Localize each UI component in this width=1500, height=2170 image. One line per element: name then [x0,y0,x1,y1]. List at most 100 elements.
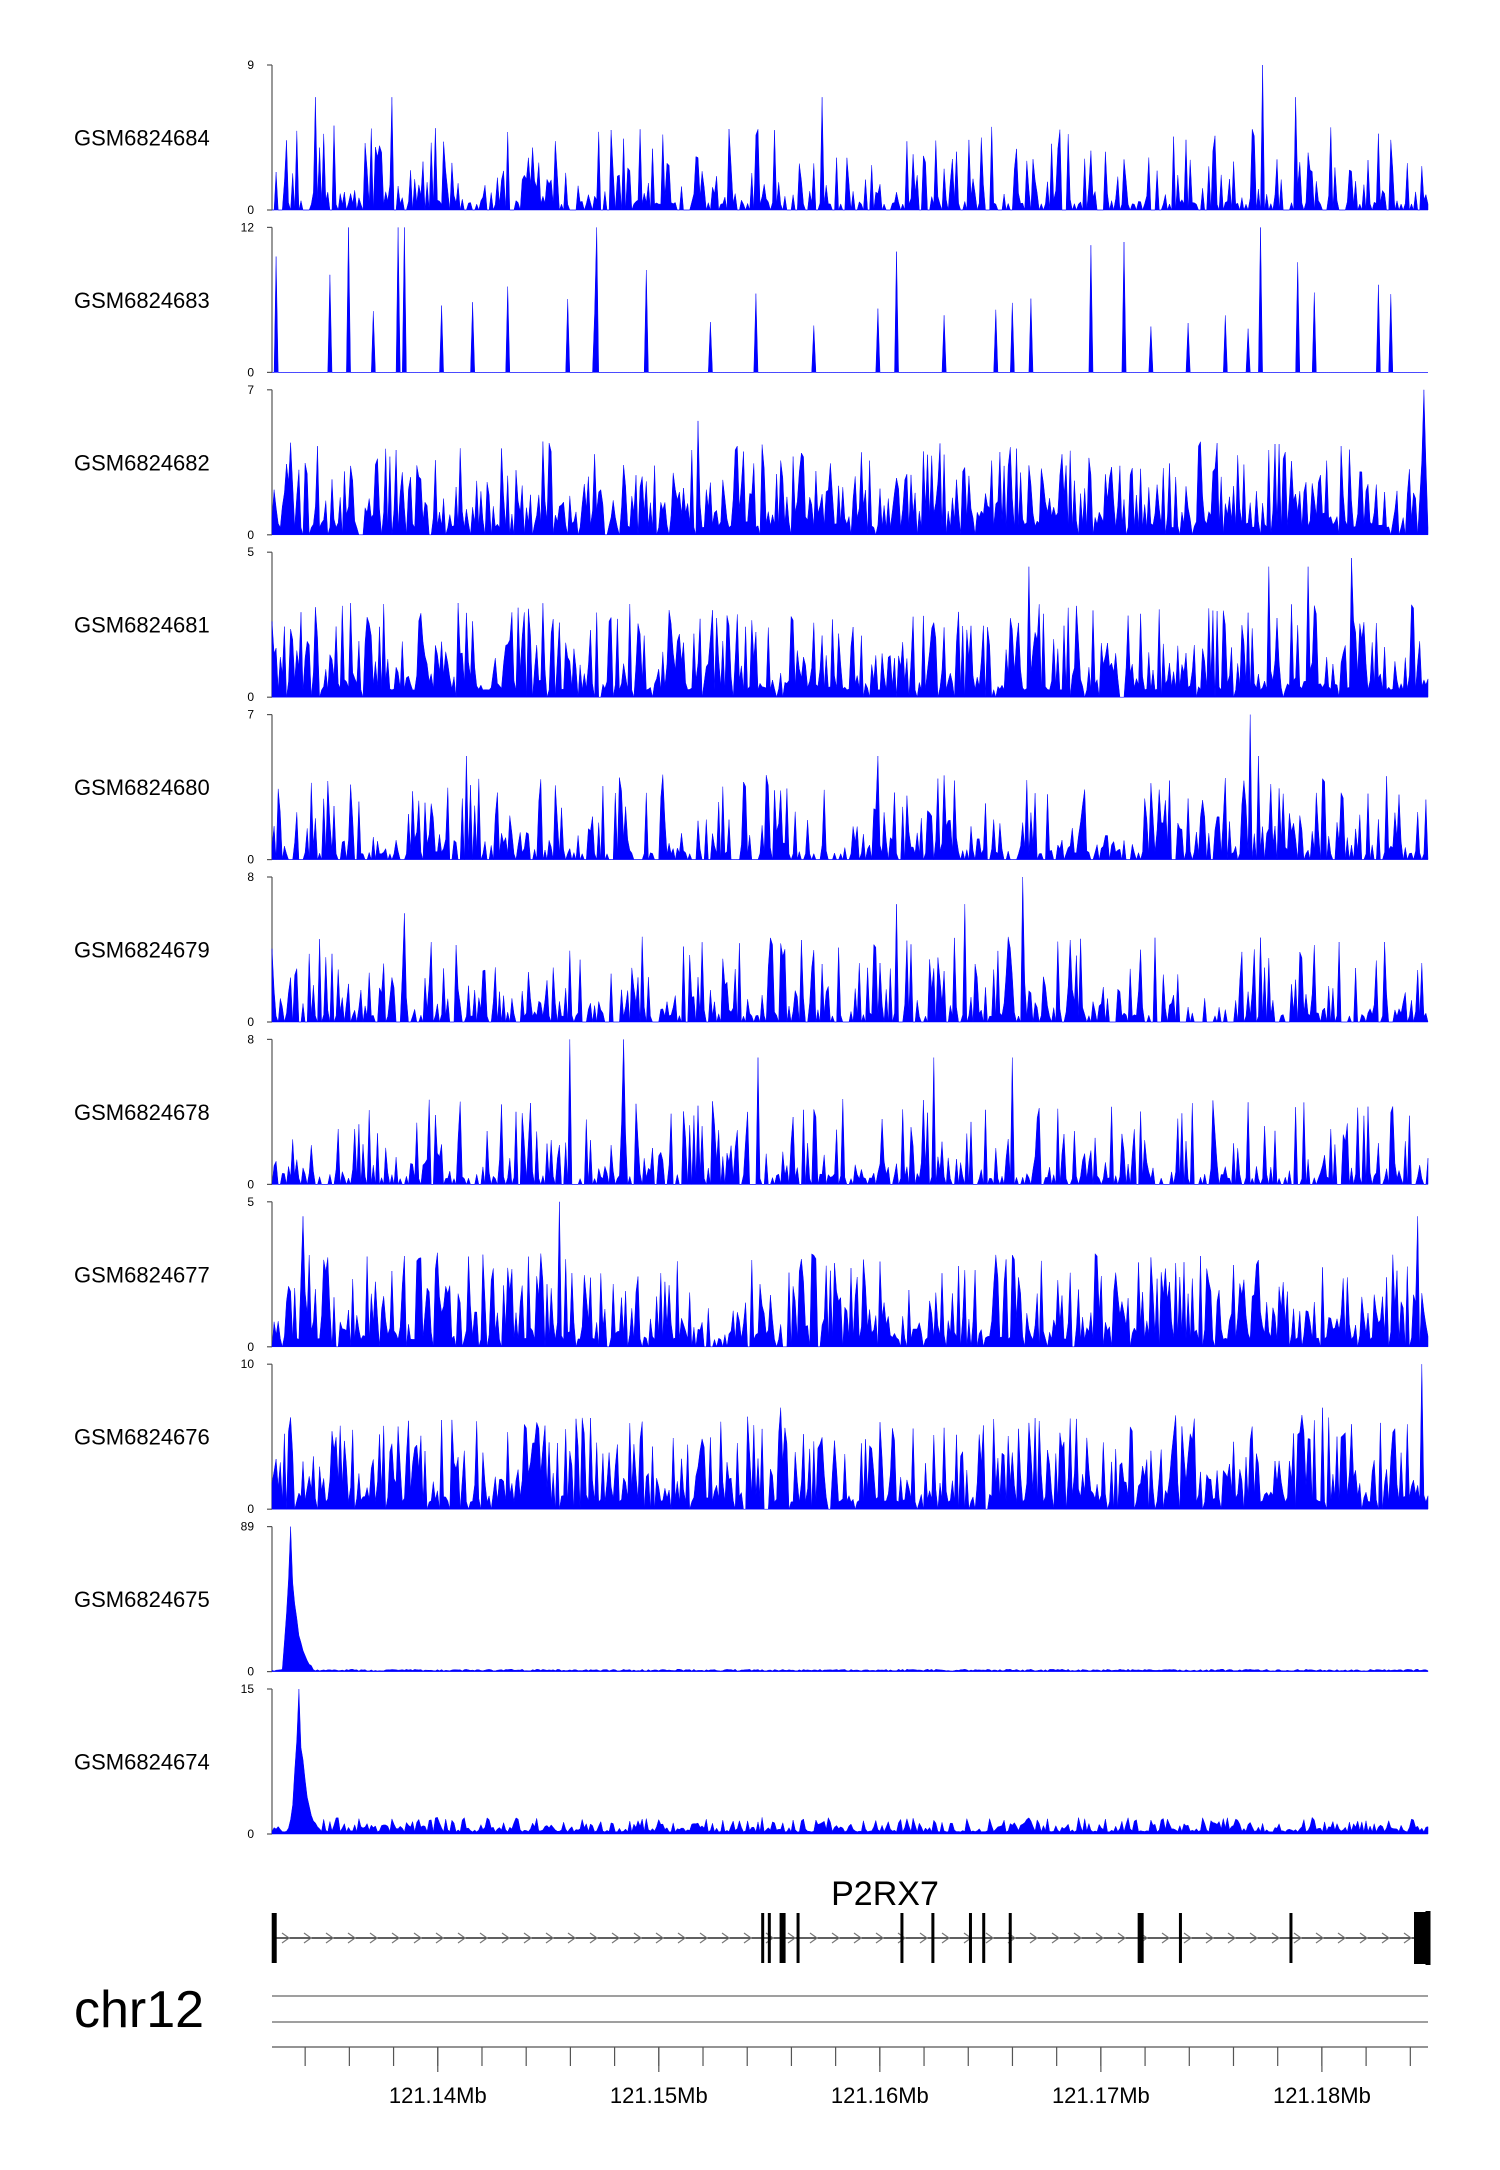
strand-arrow [1095,1932,1105,1944]
track-GSM6824674: GSM6824674 15 0 [74,1682,1429,1841]
strand-arrow [677,1932,687,1944]
strand-arrow [1359,1932,1369,1944]
track-GSM6824676: GSM6824676 10 0 [74,1357,1429,1516]
signal-area [272,64,1429,211]
strand-arrow [941,1932,951,1944]
y-axis-max-label: 12 [241,220,255,234]
gene-exon [1178,1913,1182,1963]
y-axis-min-label: 0 [247,1665,254,1679]
strand-arrow [435,1932,445,1944]
y-axis-max-label: 8 [247,1032,254,1046]
strand-arrow [1183,1932,1193,1944]
gene-exon [767,1913,771,1963]
signal-area [271,557,1429,698]
strand-arrow [897,1932,907,1944]
gene-exon [968,1913,972,1963]
y-axis-min-label: 0 [247,1502,254,1516]
strand-arrow [831,1932,841,1944]
track-label: GSM6824676 [74,1425,210,1450]
strand-arrow [655,1932,665,1944]
signal-area [271,1201,1429,1348]
strand-arrow [413,1932,423,1944]
y-axis-max-label: 5 [247,1195,254,1209]
signal-area [271,714,1429,861]
y-axis-max-label: 8 [247,870,254,884]
strand-arrow [1315,1932,1325,1944]
y-axis-min-label: 0 [247,1177,254,1191]
strand-arrow [1073,1932,1083,1944]
y-axis-min-label: 0 [247,1015,254,1029]
signal-tracks: GSM682468490GSM6824683120GSM682468270GSM… [74,58,1429,1841]
track-GSM6824681: GSM6824681 5 0 [74,545,1429,704]
track-label: GSM6824679 [74,938,210,963]
track-label: GSM6824678 [74,1100,210,1125]
track-label: GSM6824683 [74,288,210,313]
strand-arrow [1403,1932,1413,1944]
strand-arrow [1161,1932,1171,1944]
y-axis-max-label: 15 [241,1682,255,1696]
track-GSM6824675: GSM6824675 89 0 [74,1520,1429,1679]
gene-exon [271,1913,277,1963]
track-label: GSM6824681 [74,613,210,638]
strand-arrow [457,1932,467,1944]
strand-arrow [523,1932,533,1944]
chromosome-label: chr12 [74,1981,204,2039]
strand-arrow [391,1932,401,1944]
track-GSM6824684: GSM6824684 9 0 [74,58,1429,217]
x-axis-tick-label: 121.15Mb [610,2083,708,2108]
genome-axis: chr12 121.14Mb 121.15Mb 121.16Mb 121.17Mb 12… [74,1981,1428,2108]
gene-name-label: P2RX7 [831,1875,939,1913]
strand-arrow [545,1932,555,1944]
track-label: GSM6824680 [74,775,210,800]
gene-exon [1137,1913,1144,1963]
gene-exon [796,1913,800,1963]
track-GSM6824678: GSM6824678 8 0 [74,1032,1429,1191]
strand-arrow [1227,1932,1237,1944]
track-label: GSM6824675 [74,1587,210,1612]
y-axis-min-label: 0 [247,203,254,217]
strand-arrow [1117,1932,1127,1944]
y-axis-min-label: 0 [247,853,254,867]
strand-arrow [1271,1932,1281,1944]
gene-exon [1008,1913,1012,1963]
strand-arrow [479,1932,489,1944]
strand-arrow [853,1932,863,1944]
track-label: GSM6824677 [74,1262,210,1287]
strand-arrow [1205,1932,1215,1944]
x-axis-tick-label: 121.16Mb [831,2083,929,2108]
strand-arrow [567,1932,577,1944]
strand-arrow [281,1932,291,1944]
gene-exon [1289,1913,1293,1963]
strand-arrow [919,1932,929,1944]
signal-area [271,389,1429,536]
strand-arrow [1381,1932,1391,1944]
strand-arrow [1293,1932,1303,1944]
gene-exon [931,1913,935,1963]
strand-arrow [985,1932,995,1944]
gene-exon-terminal-cap [1424,1924,1430,1952]
y-axis-max-label: 10 [241,1357,255,1371]
track-GSM6824683: GSM6824683 12 0 [74,220,1428,379]
track-label: GSM6824684 [74,126,210,151]
y-axis-max-label: 5 [247,545,254,559]
track-label: GSM6824682 [74,450,210,475]
strand-arrow [325,1932,335,1944]
strand-arrow [633,1932,643,1944]
strand-arrow [501,1932,511,1944]
track-GSM6824677: GSM6824677 5 0 [74,1195,1429,1354]
y-axis-min-label: 0 [247,690,254,704]
strand-arrow [303,1932,313,1944]
strand-arrow [721,1932,731,1944]
strand-arrow [1051,1932,1061,1944]
y-axis-min-label: 0 [247,528,254,542]
strand-arrow [369,1932,379,1944]
gene-exon [761,1913,765,1963]
track-GSM6824682: GSM6824682 7 0 [74,383,1429,542]
x-axis-tick-label: 121.18Mb [1273,2083,1371,2108]
strand-arrow [787,1932,797,1944]
y-axis-min-label: 0 [247,365,254,379]
signal-area [272,227,1428,373]
signal-area [271,1364,1429,1511]
gene-exon [900,1913,904,1963]
